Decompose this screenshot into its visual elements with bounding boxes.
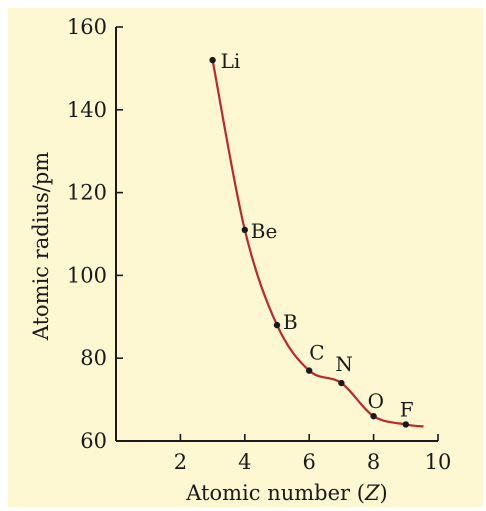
data-point-n: [338, 379, 345, 387]
x-axis-title: Atomic number (Z): [185, 481, 387, 505]
y-tick-label: 120: [67, 181, 107, 205]
x-tick-label: 6: [303, 450, 316, 474]
data-point-f: [402, 421, 409, 428]
y-tick-label: 160: [67, 15, 107, 39]
x-tick-label: 2: [174, 450, 187, 474]
point-label-li: Li: [221, 49, 241, 73]
axes: 60 80 100 120 140 160 2 4 6 8 10: [67, 15, 451, 474]
point-label-be: Be: [251, 219, 278, 243]
data-point-be: [241, 226, 248, 234]
point-label-b: B: [283, 310, 298, 334]
point-label-c: C: [309, 341, 324, 365]
point-label-o: O: [368, 389, 384, 413]
y-tick-label: 60: [80, 429, 107, 453]
point-label-n: N: [335, 352, 353, 376]
data-point-b: [273, 321, 281, 329]
data-point-o: [370, 412, 377, 420]
data-point-c: [306, 367, 313, 374]
data-point-li: [209, 56, 216, 64]
x-tick-label: 4: [238, 450, 251, 474]
y-tick-label: 80: [80, 346, 107, 370]
y-axis-title: Atomic radius/pm: [29, 152, 53, 341]
y-tick-label: 100: [67, 263, 107, 287]
point-label-f: F: [400, 397, 414, 421]
x-tick-label: 8: [367, 450, 380, 474]
data-points: Li Be BC NO F: [209, 49, 414, 428]
chart-background: [8, 8, 483, 507]
x-tick-label: 10: [425, 450, 452, 474]
y-tick-label: 140: [67, 98, 107, 122]
